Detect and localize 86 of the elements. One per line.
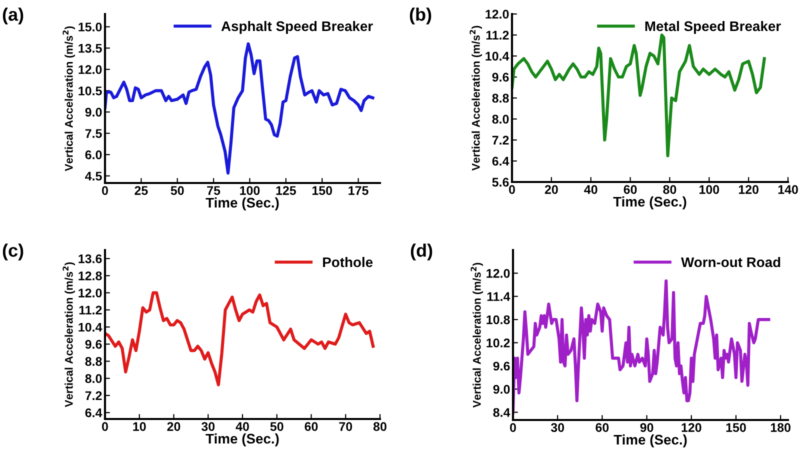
y-tick-label: 11.4 xyxy=(487,292,510,301)
x-tick-label: 50 xyxy=(270,422,284,431)
y-tick-label: 4.5 xyxy=(85,172,102,181)
x-tick-label: 150 xyxy=(312,186,332,195)
x-tick-label: 75 xyxy=(207,186,220,195)
y-tick-label: 12.0 xyxy=(486,268,510,278)
y-tick-label: 13.5 xyxy=(78,44,102,53)
x-tick-label: 0 xyxy=(102,422,108,431)
text: (b) xyxy=(410,8,432,24)
y-axis-title: Vertical Acceleration (m/s$^{2}$) xyxy=(62,26,76,172)
x-tick-label: 80 xyxy=(373,422,386,431)
text: (a) xyxy=(2,8,24,24)
x-tick-label: 150 xyxy=(726,423,746,432)
x-tick-label: 175 xyxy=(348,186,368,195)
x-tick-label: 0 xyxy=(510,423,516,432)
line-series xyxy=(105,42,374,175)
x-tick-label: 20 xyxy=(544,185,558,194)
y-tick-label: 9.6 xyxy=(492,72,509,82)
y-axis-title: Vertical Acceleration (m/s$^{2}$) xyxy=(470,26,482,171)
x-tick-label: 60 xyxy=(304,422,318,431)
x-tick-label: 80 xyxy=(663,185,676,194)
x-tick-label: 50 xyxy=(170,186,184,195)
x-tick-label: 40 xyxy=(236,422,249,431)
y-tick-label: 12.0 xyxy=(78,288,102,298)
x-tick-label: 90 xyxy=(640,423,654,432)
y-tick-label: 7.5 xyxy=(85,129,102,138)
y-tick-label: 11.2 xyxy=(79,306,102,314)
x-tick-label: 180 xyxy=(770,423,790,432)
x-tick-label: 25 xyxy=(134,186,148,195)
y-tick-label: 12.0 xyxy=(78,65,102,74)
x-tick-label: 40 xyxy=(584,185,598,194)
y-tick-label: 12.8 xyxy=(78,271,102,280)
x-tick-label: 30 xyxy=(201,422,215,431)
y-tick-label: 5.6 xyxy=(492,178,509,187)
y-tick-label: 10.8 xyxy=(486,315,510,324)
x-tick-label: 0 xyxy=(102,186,108,195)
y-tick-label: 8.8 xyxy=(85,357,102,366)
y-tick-label: 7.2 xyxy=(492,136,509,145)
legend-label: Metal Speed Breaker xyxy=(645,20,781,34)
text: (d) xyxy=(410,244,432,260)
x-axis-title: Time (Sec.) xyxy=(206,197,279,210)
legend-label: Asphalt Speed Breaker xyxy=(221,20,373,34)
x-tick-label: 20 xyxy=(167,422,180,431)
y-tick-label: 10.5 xyxy=(78,86,102,96)
y-tick-label: 10.4 xyxy=(486,52,510,61)
y-tick-label: 9.0 xyxy=(85,108,102,117)
x-tick-label: 70 xyxy=(339,422,352,431)
x-tick-label: 60 xyxy=(596,423,609,432)
y-axis-title: Vertical Acceleration (m/s$^{2}$) xyxy=(470,262,484,408)
y-tick-label: 11.2 xyxy=(486,30,509,40)
y-tick-label: 13.6 xyxy=(78,254,102,264)
x-tick-label: 100 xyxy=(240,186,260,195)
x-tick-label: 120 xyxy=(738,185,758,194)
x-tick-label: 100 xyxy=(700,185,720,194)
x-tick-label: 140 xyxy=(778,185,798,194)
y-tick-label: 10.2 xyxy=(486,338,510,348)
text: (c) xyxy=(2,244,24,260)
x-tick-label: 120 xyxy=(682,423,702,432)
y-tick-label: 9.6 xyxy=(493,362,510,371)
x-tick-label: 10 xyxy=(133,422,146,431)
y-tick-label: 8.0 xyxy=(492,114,509,124)
legend-label: Worn-out Road xyxy=(681,256,780,268)
y-tick-label: 9.6 xyxy=(85,340,102,349)
y-tick-label: 9.0 xyxy=(493,384,510,394)
y-tick-label: 8.0 xyxy=(85,374,102,384)
y-tick-label: 7.2 xyxy=(85,391,102,400)
y-axis-title: Vertical Acceleration (m/s$^{2}$) xyxy=(62,262,76,408)
y-tick-label: 6.0 xyxy=(85,150,102,160)
x-tick-label: 60 xyxy=(624,185,637,194)
line-series xyxy=(105,291,375,386)
y-tick-label: 12.0 xyxy=(486,10,509,19)
x-axis-title: Time (Sec.) xyxy=(614,434,687,448)
y-tick-label: 6.4 xyxy=(85,408,102,418)
y-tick-label: 6.4 xyxy=(492,156,510,166)
legend-label: Pothole xyxy=(323,256,373,268)
y-tick-label: 15.0 xyxy=(78,22,102,32)
x-tick-label: 0 xyxy=(509,185,515,194)
y-tick-label: 8.4 xyxy=(493,408,510,417)
y-tick-label: 8.8 xyxy=(492,94,509,103)
x-axis-title: Time (Sec.) xyxy=(206,433,279,446)
y-tick-label: 10.4 xyxy=(78,322,102,332)
x-tick-label: 30 xyxy=(550,423,564,432)
line-series xyxy=(513,279,770,414)
line-series xyxy=(512,33,766,158)
x-axis-title: Time (Sec.) xyxy=(613,196,686,210)
x-tick-label: 125 xyxy=(276,186,296,195)
